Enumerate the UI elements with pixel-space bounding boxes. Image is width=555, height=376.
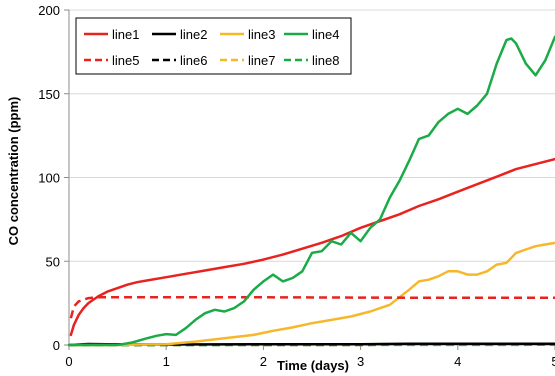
series-line4-line bbox=[67, 35, 555, 347]
legend-box bbox=[75, 17, 352, 75]
y-tick-label: 200 bbox=[38, 3, 60, 18]
legend-label-line4: line4 bbox=[312, 27, 339, 42]
y-tick-label: 50 bbox=[46, 254, 60, 269]
y-axis-title: CO concentration (ppm) bbox=[6, 97, 21, 246]
x-tick-label: 0 bbox=[65, 354, 72, 369]
legend: line1 line2 line3 line4 line5 line6 line7 line8 bbox=[75, 17, 352, 75]
x-axis-title: Time (days) bbox=[277, 358, 349, 373]
tick-labels: 0 50 100 150 200 0 1 2 3 4 5 bbox=[38, 3, 555, 369]
legend-label-line5: line5 bbox=[112, 53, 139, 68]
series-line5-line bbox=[69, 296, 555, 319]
y-tick-label: 0 bbox=[53, 338, 60, 353]
legend-label-line2: line2 bbox=[180, 27, 207, 42]
x-tick-label: 5 bbox=[551, 354, 555, 369]
series-line1-line bbox=[69, 157, 555, 337]
y-tick-label: 150 bbox=[38, 87, 60, 102]
legend-label-line3: line3 bbox=[248, 27, 275, 42]
x-tick-label: 1 bbox=[163, 354, 170, 369]
y-tick-label: 100 bbox=[38, 171, 60, 186]
x-tick-label: 3 bbox=[357, 354, 364, 369]
legend-label-line8: line8 bbox=[312, 53, 339, 68]
legend-label-line7: line7 bbox=[248, 53, 275, 68]
series-layer bbox=[67, 35, 555, 347]
x-tick-label: 2 bbox=[260, 354, 267, 369]
series-line3-line bbox=[67, 241, 555, 347]
legend-label-line1: line1 bbox=[112, 27, 139, 42]
x-tick-label: 4 bbox=[454, 354, 461, 369]
grid bbox=[69, 9, 555, 262]
legend-label-line6: line6 bbox=[180, 53, 207, 68]
